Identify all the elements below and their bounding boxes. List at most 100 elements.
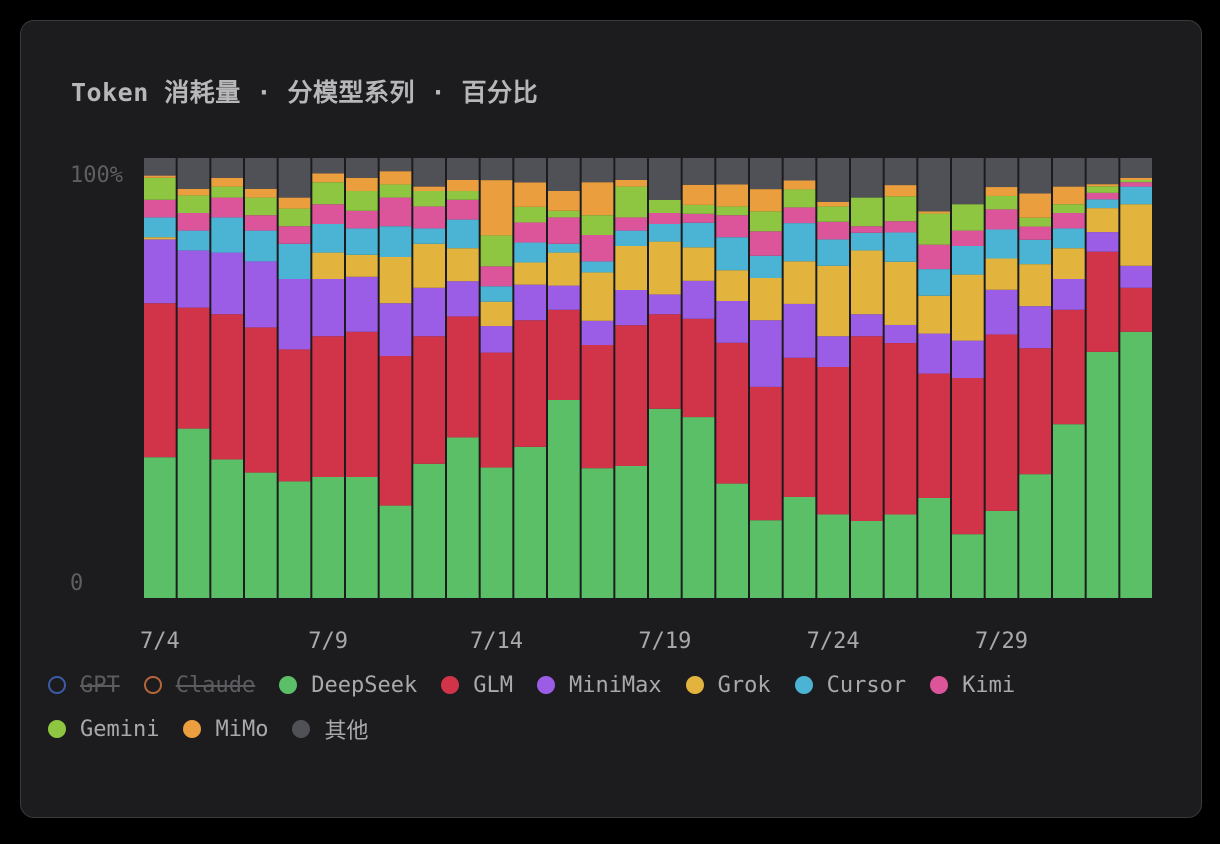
bar-segment-MiMo-7-20[interactable] bbox=[682, 184, 715, 205]
bar-segment-MiniMax-7-21[interactable] bbox=[716, 301, 748, 343]
bar-segment-Gemini-7-10[interactable] bbox=[346, 191, 378, 211]
bar-segment-Gemini-7-18[interactable] bbox=[615, 186, 647, 218]
bar-segment-MiMo-7-31[interactable] bbox=[1053, 186, 1085, 205]
bar-stack-7-22[interactable] bbox=[750, 158, 782, 598]
bar-stack-7-23[interactable] bbox=[783, 158, 816, 598]
bar-segment-Grok-7-9[interactable] bbox=[312, 252, 344, 279]
bar-segment-Gemini-7-7[interactable] bbox=[245, 197, 277, 216]
bar-segment-其他-7-26[interactable] bbox=[884, 158, 917, 186]
bar-segment-DeepSeek-7-7[interactable] bbox=[245, 472, 277, 598]
bar-segment-GLM-7-20[interactable] bbox=[682, 318, 715, 418]
bar-segment-其他-7-22[interactable] bbox=[750, 158, 782, 190]
bar-segment-Grok-7-31[interactable] bbox=[1053, 248, 1085, 279]
bar-segment-Grok-7-27[interactable] bbox=[918, 295, 950, 334]
bar-segment-Gemini-7-22[interactable] bbox=[750, 211, 782, 232]
bar-segment-Kimi-7-19[interactable] bbox=[649, 213, 681, 224]
bar-segment-Grok-7-17[interactable] bbox=[581, 272, 614, 321]
bar-segment-MiniMax-8-1[interactable] bbox=[1086, 232, 1119, 252]
bar-segment-DeepSeek-7-16[interactable] bbox=[548, 400, 580, 598]
bar-segment-MiniMax-7-29[interactable] bbox=[985, 289, 1018, 335]
bar-segment-GLM-7-12[interactable] bbox=[413, 336, 445, 464]
legend-item-Gemini[interactable]: Gemini bbox=[48, 716, 159, 742]
bar-stack-7-17[interactable] bbox=[581, 158, 614, 598]
bar-segment-MiniMax-7-15[interactable] bbox=[514, 284, 546, 321]
bar-segment-MiMo-7-13[interactable] bbox=[447, 180, 479, 191]
bar-segment-DeepSeek-7-21[interactable] bbox=[716, 483, 748, 598]
bar-segment-GLM-7-17[interactable] bbox=[581, 345, 614, 469]
bar-segment-Grok-7-29[interactable] bbox=[985, 258, 1018, 290]
bar-segment-GLM-7-8[interactable] bbox=[278, 349, 311, 482]
bar-segment-Cursor-7-28[interactable] bbox=[952, 246, 984, 275]
bar-segment-Gemini-7-11[interactable] bbox=[379, 184, 412, 198]
bar-segment-DeepSeek-7-10[interactable] bbox=[346, 477, 378, 598]
bar-segment-GLM-7-5[interactable] bbox=[177, 307, 210, 429]
bar-segment-Gemini-7-20[interactable] bbox=[682, 204, 715, 214]
bar-segment-Grok-7-18[interactable] bbox=[615, 246, 647, 290]
bar-segment-其他-7-25[interactable] bbox=[851, 158, 883, 198]
bar-segment-GLM-7-26[interactable] bbox=[884, 343, 917, 515]
bar-segment-Cursor-7-4[interactable] bbox=[144, 217, 176, 238]
legend-item-DeepSeek[interactable]: DeepSeek bbox=[279, 672, 417, 698]
bar-segment-Gemini-8-2[interactable] bbox=[1120, 180, 1152, 183]
bar-segment-DeepSeek-7-9[interactable] bbox=[312, 477, 344, 598]
bar-segment-GLM-7-19[interactable] bbox=[649, 314, 681, 409]
bar-segment-其他-7-10[interactable] bbox=[346, 158, 378, 178]
bar-segment-MiMo-7-18[interactable] bbox=[615, 180, 647, 187]
bar-segment-Kimi-7-26[interactable] bbox=[884, 221, 917, 233]
bar-stack-7-21[interactable] bbox=[716, 158, 748, 598]
bar-segment-MiniMax-7-12[interactable] bbox=[413, 287, 445, 337]
bar-segment-其他-7-4[interactable] bbox=[144, 158, 176, 176]
bar-segment-MiniMax-7-9[interactable] bbox=[312, 279, 344, 337]
bar-segment-Cursor-7-24[interactable] bbox=[817, 239, 849, 266]
bar-segment-MiniMax-7-25[interactable] bbox=[851, 314, 883, 337]
bar-segment-其他-7-6[interactable] bbox=[211, 158, 243, 178]
bar-stack-7-20[interactable] bbox=[682, 158, 715, 598]
bar-segment-Gemini-7-14[interactable] bbox=[480, 235, 513, 267]
bar-stack-7-15[interactable] bbox=[514, 158, 546, 598]
bar-stack-7-28[interactable] bbox=[952, 158, 984, 598]
bar-segment-其他-7-21[interactable] bbox=[716, 158, 748, 185]
bar-segment-Gemini-7-16[interactable] bbox=[548, 210, 580, 218]
bar-segment-Kimi-7-28[interactable] bbox=[952, 230, 984, 246]
bar-segment-DeepSeek-7-12[interactable] bbox=[413, 463, 445, 598]
bar-segment-GLM-8-1[interactable] bbox=[1086, 251, 1119, 352]
bar-segment-MiMo-7-14[interactable] bbox=[480, 180, 513, 236]
bar-segment-MiniMax-7-13[interactable] bbox=[447, 281, 479, 317]
bar-segment-Cursor-7-10[interactable] bbox=[346, 228, 378, 255]
bar-segment-Kimi-7-6[interactable] bbox=[211, 197, 243, 218]
bar-segment-Grok-7-13[interactable] bbox=[447, 248, 479, 282]
bar-segment-Kimi-7-25[interactable] bbox=[851, 226, 883, 233]
bar-segment-Kimi-7-4[interactable] bbox=[144, 199, 176, 218]
bar-stack-8-1[interactable] bbox=[1086, 158, 1119, 598]
bar-segment-Kimi-7-16[interactable] bbox=[548, 217, 580, 244]
bar-segment-GLM-7-16[interactable] bbox=[548, 309, 580, 400]
bar-segment-MiniMax-7-26[interactable] bbox=[884, 324, 917, 344]
bar-segment-Kimi-7-29[interactable] bbox=[985, 209, 1018, 230]
bar-segment-Grok-7-19[interactable] bbox=[649, 241, 681, 295]
bar-segment-Grok-7-22[interactable] bbox=[750, 278, 782, 321]
bar-stack-7-11[interactable] bbox=[379, 158, 412, 598]
bar-segment-Gemini-7-12[interactable] bbox=[413, 191, 445, 207]
bar-segment-GLM-7-4[interactable] bbox=[144, 303, 176, 458]
legend-item-Cursor[interactable]: Cursor bbox=[794, 672, 906, 698]
bar-segment-GLM-7-6[interactable] bbox=[211, 314, 243, 460]
bar-segment-Kimi-7-5[interactable] bbox=[177, 213, 210, 231]
bar-segment-GLM-7-21[interactable] bbox=[716, 342, 748, 484]
bar-segment-其他-7-15[interactable] bbox=[514, 158, 546, 183]
bar-segment-MiniMax-7-8[interactable] bbox=[278, 279, 311, 350]
bar-segment-GLM-7-10[interactable] bbox=[346, 331, 378, 477]
bar-segment-GLM-7-31[interactable] bbox=[1053, 309, 1085, 425]
bar-segment-Kimi-7-27[interactable] bbox=[918, 244, 950, 270]
bar-segment-Kimi-7-31[interactable] bbox=[1053, 213, 1085, 229]
legend-item-GPT[interactable]: GPT bbox=[48, 672, 120, 698]
bar-segment-其他-7-19[interactable] bbox=[649, 158, 681, 200]
bar-segment-GLM-7-27[interactable] bbox=[918, 373, 950, 498]
bar-segment-Grok-7-11[interactable] bbox=[379, 257, 412, 304]
bar-segment-Grok-7-25[interactable] bbox=[851, 250, 883, 315]
legend-item-MiniMax[interactable]: MiniMax bbox=[536, 672, 662, 698]
bar-segment-Kimi-7-17[interactable] bbox=[581, 235, 614, 262]
bar-segment-Kimi-7-20[interactable] bbox=[682, 213, 715, 223]
bar-segment-Gemini-7-24[interactable] bbox=[817, 206, 849, 222]
bar-segment-GLM-7-28[interactable] bbox=[952, 378, 984, 535]
bar-segment-DeepSeek-8-1[interactable] bbox=[1086, 351, 1119, 598]
